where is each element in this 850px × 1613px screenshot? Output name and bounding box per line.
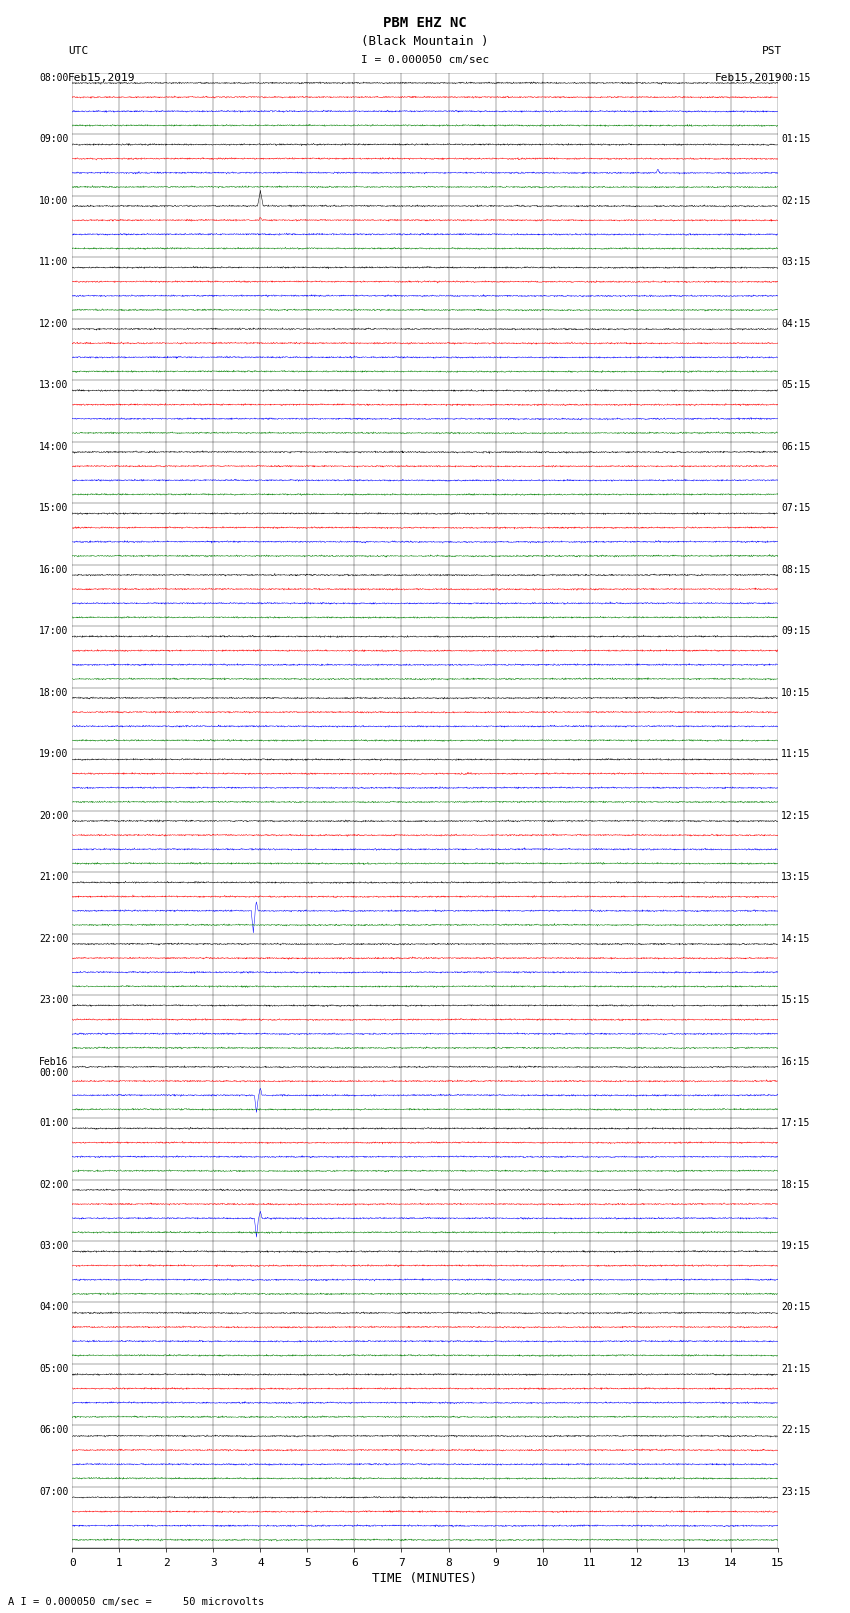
Text: 16:00: 16:00 bbox=[39, 565, 69, 574]
Text: Feb15,2019: Feb15,2019 bbox=[715, 73, 782, 82]
Text: 18:15: 18:15 bbox=[781, 1179, 811, 1189]
Text: 07:15: 07:15 bbox=[781, 503, 811, 513]
Text: 10:15: 10:15 bbox=[781, 687, 811, 697]
Text: 06:00: 06:00 bbox=[39, 1426, 69, 1436]
Text: 20:15: 20:15 bbox=[781, 1303, 811, 1313]
Text: UTC: UTC bbox=[68, 47, 88, 56]
Text: 15:15: 15:15 bbox=[781, 995, 811, 1005]
Text: A I = 0.000050 cm/sec =     50 microvolts: A I = 0.000050 cm/sec = 50 microvolts bbox=[8, 1597, 264, 1607]
Text: 22:00: 22:00 bbox=[39, 934, 69, 944]
Text: 21:15: 21:15 bbox=[781, 1365, 811, 1374]
Text: 03:00: 03:00 bbox=[39, 1240, 69, 1252]
Text: 04:15: 04:15 bbox=[781, 319, 811, 329]
Text: 14:15: 14:15 bbox=[781, 934, 811, 944]
Text: 09:00: 09:00 bbox=[39, 134, 69, 144]
Text: 06:15: 06:15 bbox=[781, 442, 811, 452]
Text: 12:15: 12:15 bbox=[781, 811, 811, 821]
Text: 05:15: 05:15 bbox=[781, 381, 811, 390]
Text: 17:00: 17:00 bbox=[39, 626, 69, 636]
Text: 08:00: 08:00 bbox=[39, 73, 69, 82]
Text: PBM EHZ NC: PBM EHZ NC bbox=[383, 16, 467, 31]
Text: 23:00: 23:00 bbox=[39, 995, 69, 1005]
Text: 14:00: 14:00 bbox=[39, 442, 69, 452]
Text: 15:00: 15:00 bbox=[39, 503, 69, 513]
Text: Feb16
00:00: Feb16 00:00 bbox=[39, 1057, 69, 1077]
Text: (Black Mountain ): (Black Mountain ) bbox=[361, 35, 489, 48]
Text: Feb15,2019: Feb15,2019 bbox=[68, 73, 135, 82]
Text: 19:00: 19:00 bbox=[39, 748, 69, 760]
Text: 10:00: 10:00 bbox=[39, 195, 69, 205]
Text: 12:00: 12:00 bbox=[39, 319, 69, 329]
Text: 22:15: 22:15 bbox=[781, 1426, 811, 1436]
Text: I = 0.000050 cm/sec: I = 0.000050 cm/sec bbox=[361, 55, 489, 65]
Text: 11:15: 11:15 bbox=[781, 748, 811, 760]
Text: 21:00: 21:00 bbox=[39, 873, 69, 882]
Text: 00:15: 00:15 bbox=[781, 73, 811, 82]
Text: 11:00: 11:00 bbox=[39, 256, 69, 268]
Text: 04:00: 04:00 bbox=[39, 1303, 69, 1313]
Text: 01:00: 01:00 bbox=[39, 1118, 69, 1127]
Text: 17:15: 17:15 bbox=[781, 1118, 811, 1127]
Text: 23:15: 23:15 bbox=[781, 1487, 811, 1497]
Text: PST: PST bbox=[762, 47, 782, 56]
Text: 01:15: 01:15 bbox=[781, 134, 811, 144]
X-axis label: TIME (MINUTES): TIME (MINUTES) bbox=[372, 1571, 478, 1584]
Text: 09:15: 09:15 bbox=[781, 626, 811, 636]
Text: 02:00: 02:00 bbox=[39, 1179, 69, 1189]
Text: 19:15: 19:15 bbox=[781, 1240, 811, 1252]
Text: 20:00: 20:00 bbox=[39, 811, 69, 821]
Text: 02:15: 02:15 bbox=[781, 195, 811, 205]
Text: 05:00: 05:00 bbox=[39, 1365, 69, 1374]
Text: 13:15: 13:15 bbox=[781, 873, 811, 882]
Text: 08:15: 08:15 bbox=[781, 565, 811, 574]
Text: 03:15: 03:15 bbox=[781, 256, 811, 268]
Text: 07:00: 07:00 bbox=[39, 1487, 69, 1497]
Text: 16:15: 16:15 bbox=[781, 1057, 811, 1066]
Text: 13:00: 13:00 bbox=[39, 381, 69, 390]
Text: 18:00: 18:00 bbox=[39, 687, 69, 697]
